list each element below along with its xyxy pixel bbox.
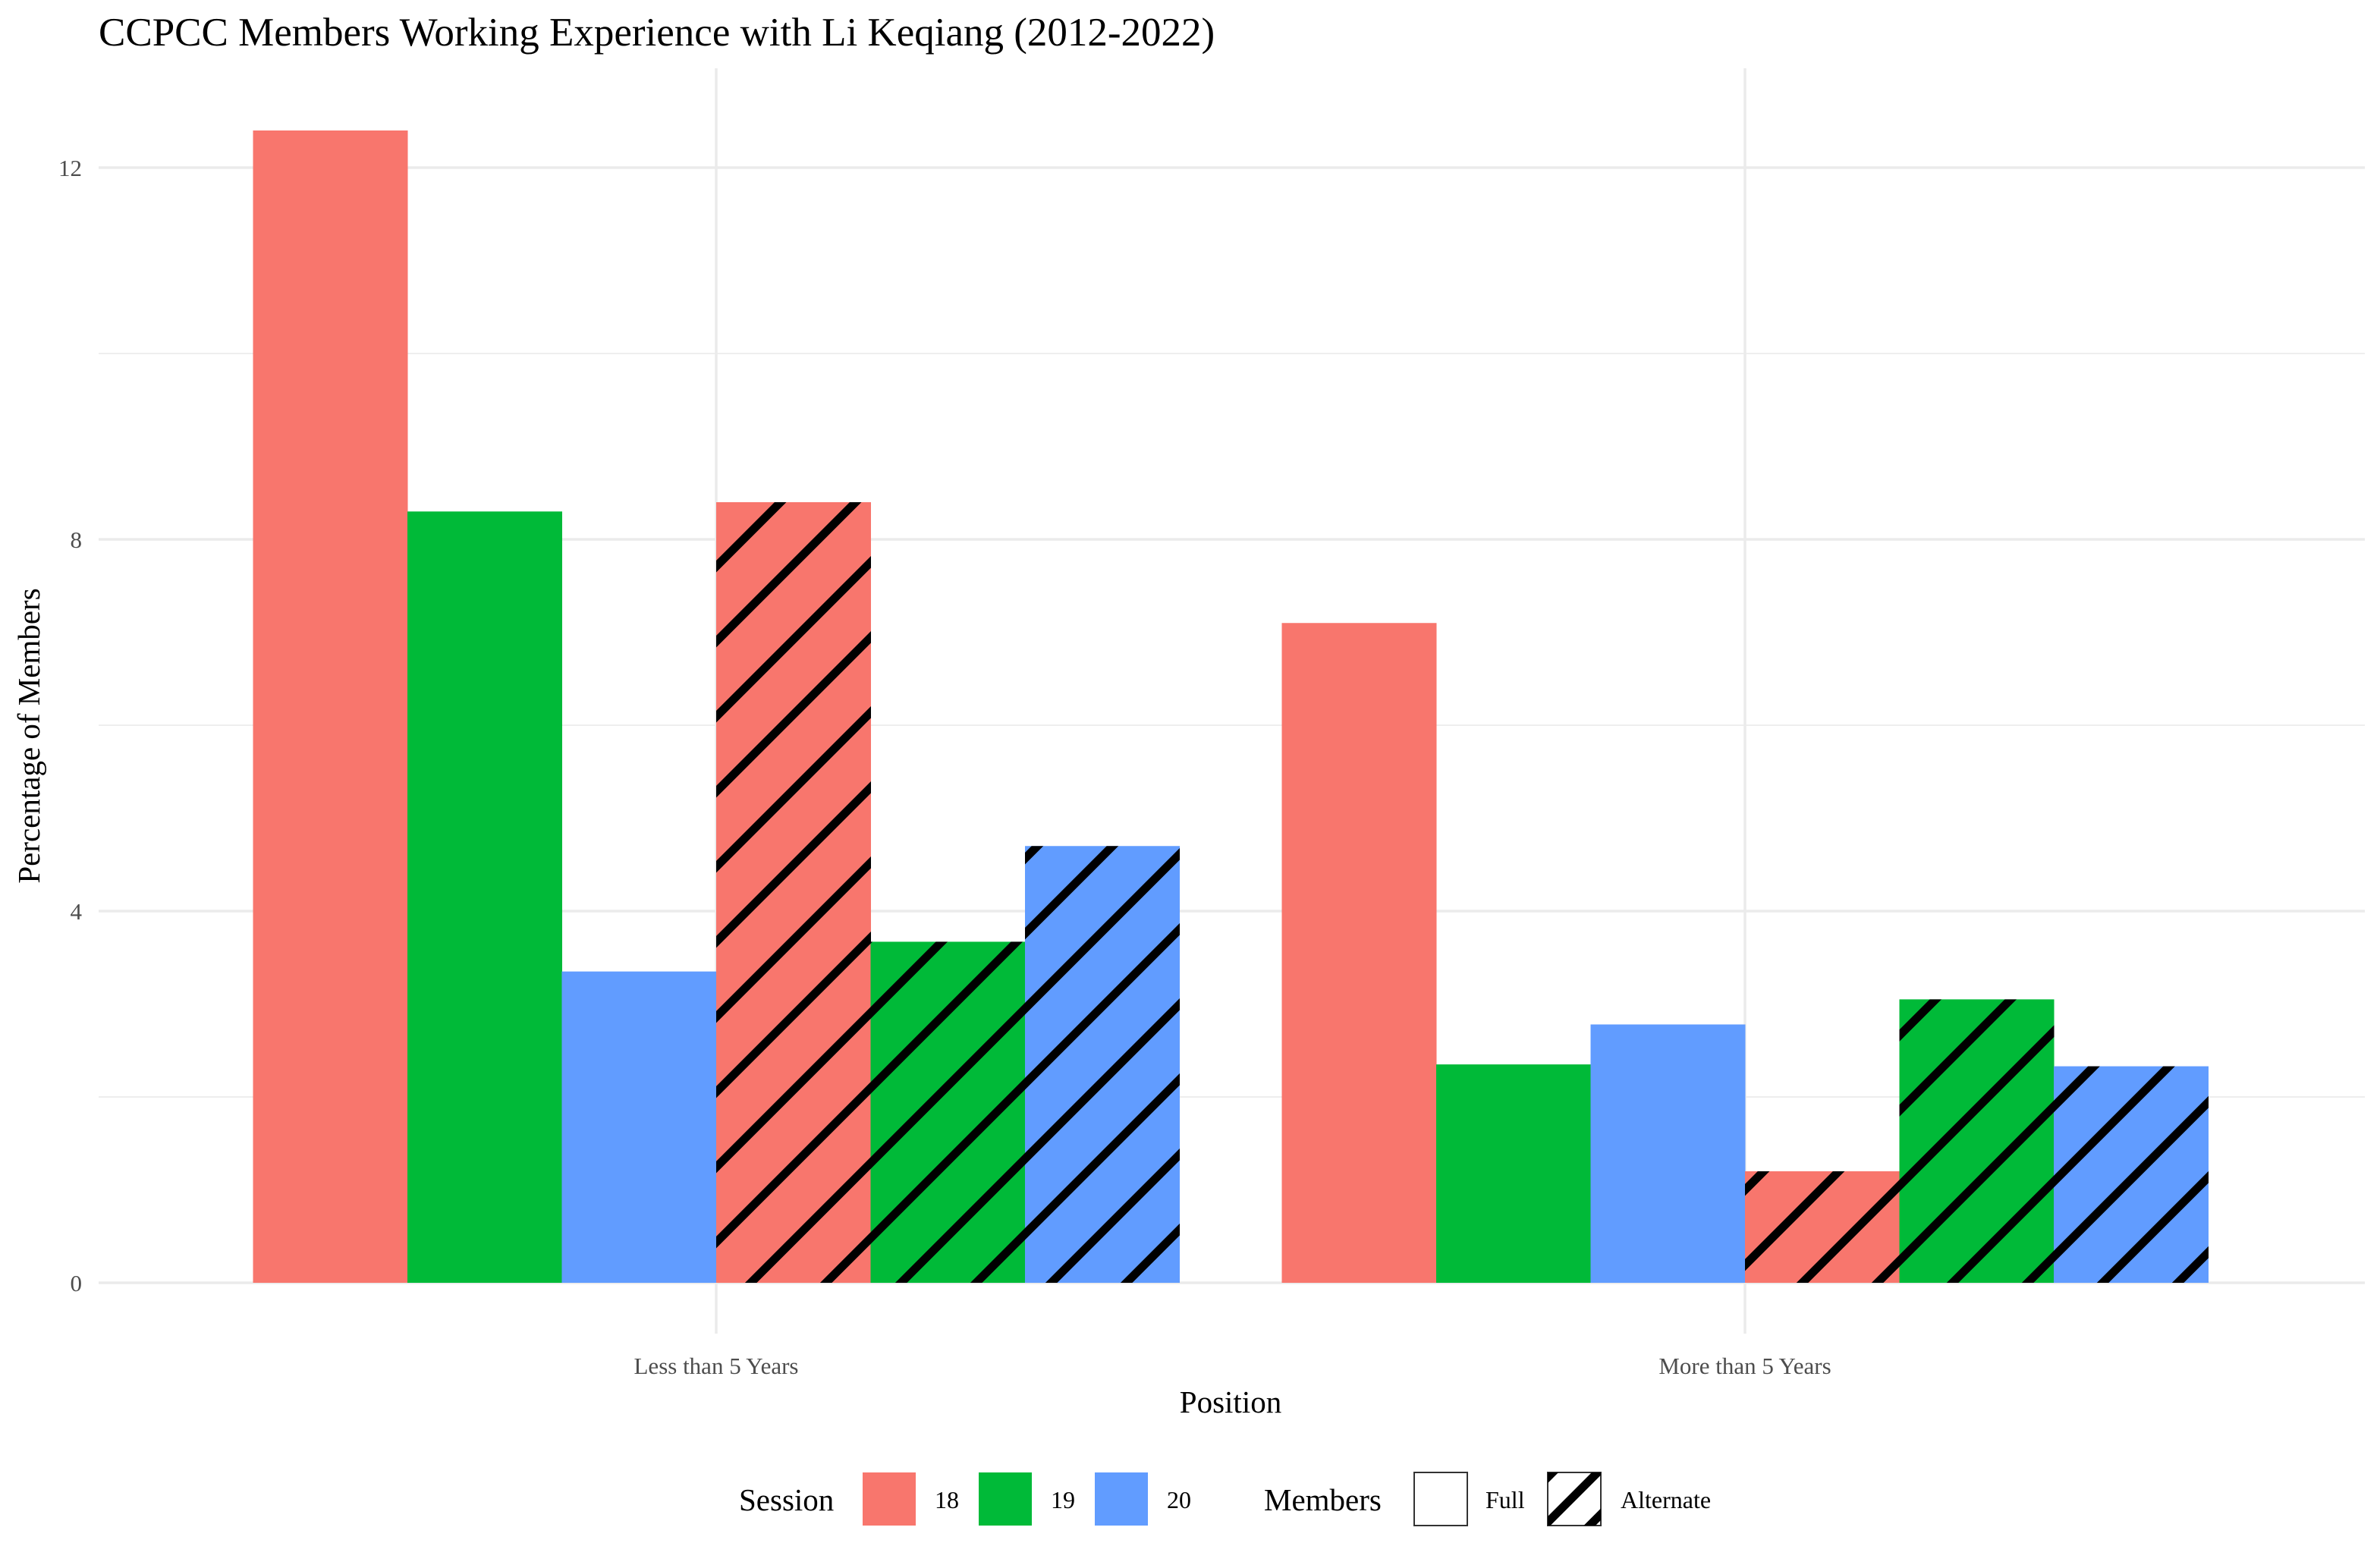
legend-members-items: Full Alternate (1413, 1472, 1711, 1526)
legend-label-members: Alternate (1621, 1486, 1711, 1513)
legend-label-session: 19 (1051, 1486, 1075, 1513)
y-tick-labels: 0 4 8 12 (58, 155, 83, 1296)
bar (1590, 1024, 1746, 1283)
y-tick-label: 4 (71, 898, 83, 925)
x-tick-label: More than 5 Years (1658, 1353, 1831, 1379)
bar (407, 511, 562, 1283)
y-tick-label: 0 (71, 1270, 83, 1296)
chart-title: CCPCC Members Working Experience with Li… (99, 11, 1215, 55)
legend-label-members: Full (1486, 1486, 1525, 1513)
legend-session-title: Session (739, 1482, 834, 1517)
legend-label-session: 20 (1167, 1486, 1191, 1513)
legend-key-session (1095, 1472, 1148, 1526)
bar-stripe-overlay (1025, 846, 1180, 1283)
bar (1436, 1064, 1591, 1283)
y-tick-label: 8 (71, 526, 83, 553)
bar-stripe-overlay (1899, 999, 2055, 1283)
legend-session-items: 18 19 20 (863, 1472, 1191, 1526)
legend-label-session: 18 (935, 1486, 959, 1513)
bars-layer (253, 130, 2209, 1283)
bar (1281, 623, 1437, 1283)
legend-key-session (979, 1472, 1032, 1526)
x-axis-title: Position (1180, 1384, 1281, 1419)
bar-stripe-overlay (716, 502, 871, 1283)
legend-key-stripe (1548, 1472, 1601, 1526)
bar-stripe-overlay (1745, 1171, 1900, 1283)
x-tick-labels: Less than 5 Years More than 5 Years (634, 1353, 1831, 1379)
legend-members-title: Members (1264, 1482, 1382, 1517)
legend-key-session (863, 1472, 916, 1526)
legend: Session 18 19 20 Members Full Alternate (739, 1472, 1711, 1526)
y-tick-label: 12 (58, 155, 82, 181)
bar-stripe-overlay (2054, 1066, 2209, 1283)
legend-key-members (1413, 1472, 1468, 1526)
bar-stripe-overlay (870, 941, 1026, 1283)
bar (253, 130, 408, 1283)
x-tick-label: Less than 5 Years (634, 1353, 799, 1379)
y-axis-title: Percentage of Members (11, 588, 46, 883)
bar (561, 971, 717, 1283)
